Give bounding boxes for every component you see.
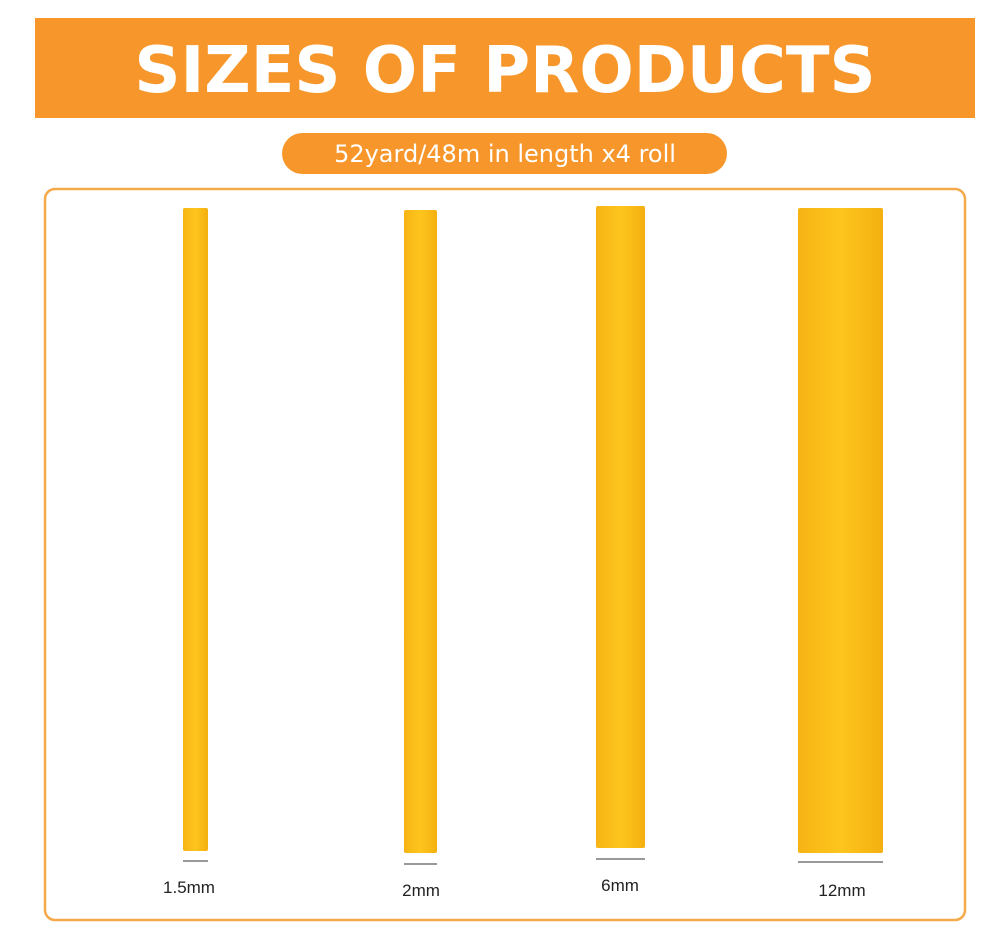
tape-roll (404, 210, 437, 853)
title: SIZES OF PRODUCTS (134, 34, 875, 108)
width-arrows (183, 858, 883, 865)
size-label: 6mm (601, 876, 639, 895)
tape-roll (596, 206, 645, 848)
subtitle: 52yard/48m in length x4 roll (334, 140, 676, 168)
size-label: 2mm (402, 881, 440, 900)
product-frame (43, 187, 967, 922)
tapes (183, 206, 883, 853)
tape-roll (798, 208, 883, 853)
size-label: 1.5mm (163, 878, 215, 897)
tape-roll (183, 208, 208, 851)
subtitle-pill (282, 133, 727, 174)
size-label: 12mm (818, 881, 865, 900)
title-banner (35, 18, 975, 118)
